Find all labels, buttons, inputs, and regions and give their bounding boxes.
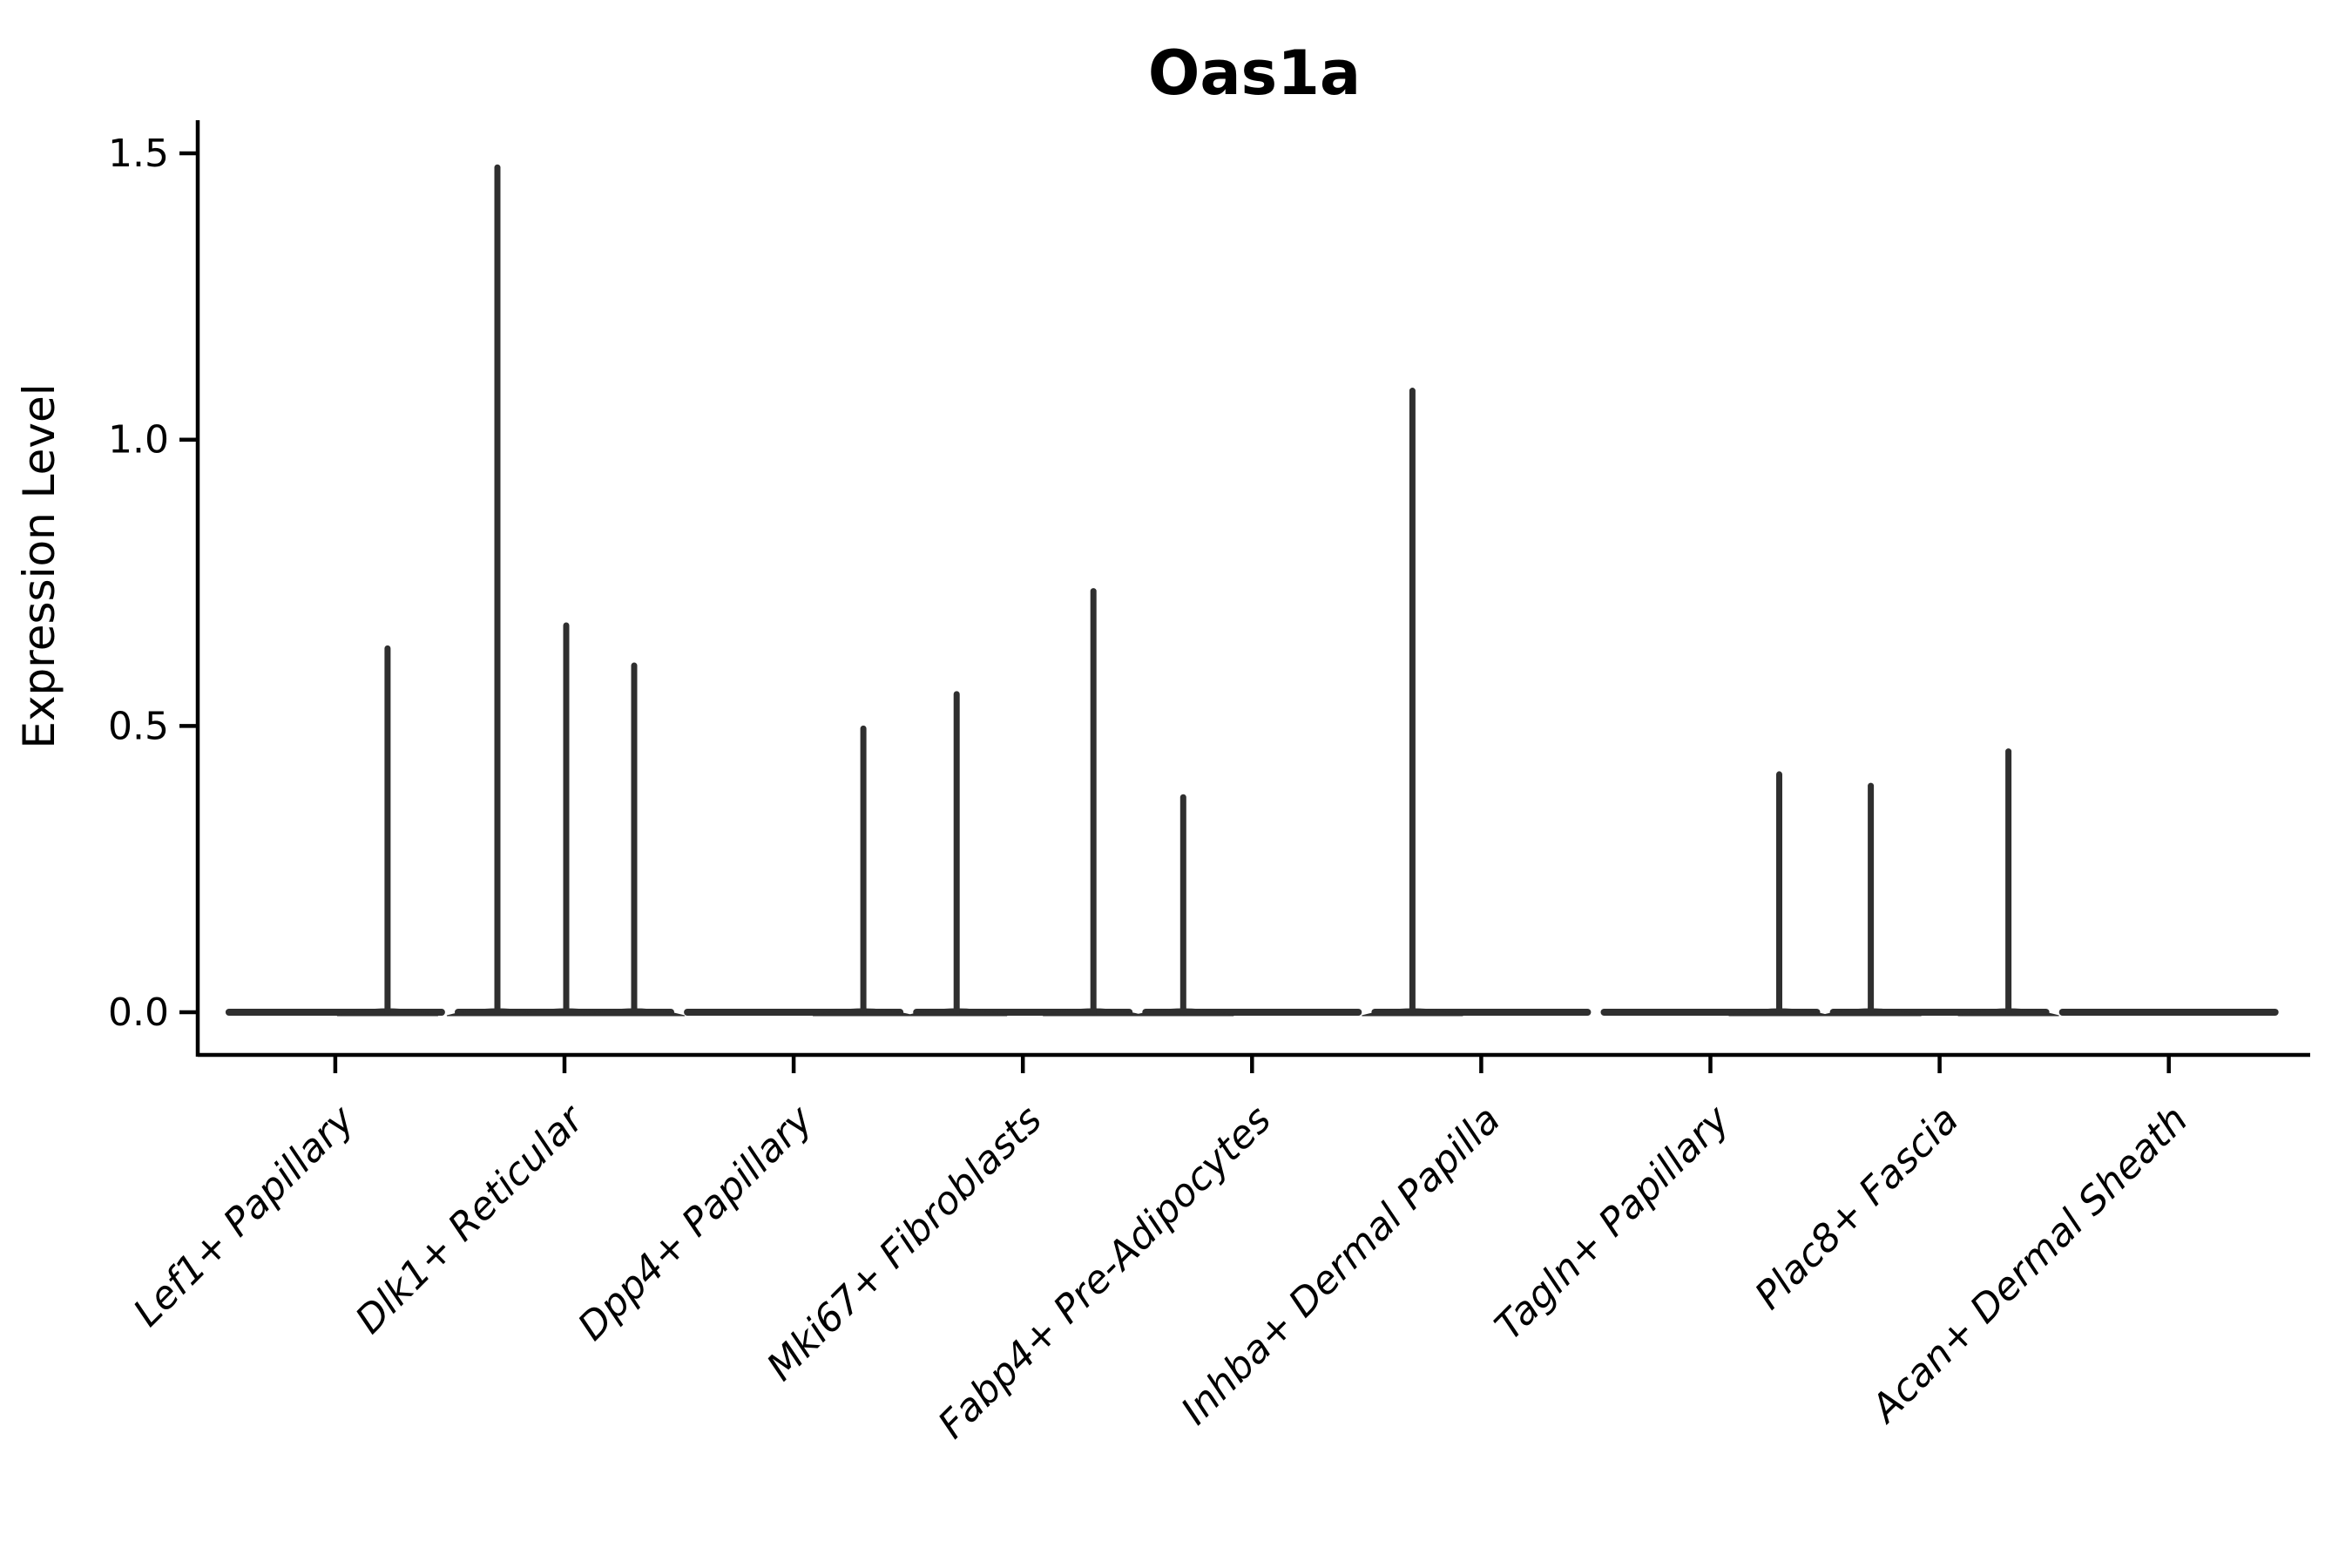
y-axis-label: Expression Level: [14, 383, 64, 748]
violin-3: [684, 725, 915, 1017]
x-tick-label: Plac8+ Fascia: [1747, 1098, 1967, 1318]
violin-5: [1132, 794, 1362, 1017]
x-tick-label: Lef1+ Papillary: [125, 1097, 364, 1335]
violin-6: [1362, 388, 1592, 1017]
y-ticks-layer: 0.0 0.5 1.0 1.5: [108, 132, 198, 1035]
chart-title: Oas1a: [1148, 37, 1361, 109]
x-tick-label: Dlk1+ Reticular: [347, 1096, 593, 1342]
violin-1: [225, 645, 445, 1017]
violins-layer: [225, 164, 2279, 1017]
violin-2: [446, 164, 686, 1017]
y-tick-label: 0.0: [108, 990, 169, 1035]
y-tick-label: 0.5: [108, 704, 169, 748]
x-tick-label: Tagln+ Papillary: [1487, 1097, 1739, 1348]
x-tick-label: Dpp4+ Papillary: [570, 1097, 822, 1349]
violin-7: [1600, 771, 1830, 1017]
y-tick-label: 1.5: [108, 132, 169, 176]
violin-4: [906, 588, 1145, 1017]
violin-8: [1820, 748, 2059, 1017]
y-tick-label: 1.0: [108, 418, 169, 463]
